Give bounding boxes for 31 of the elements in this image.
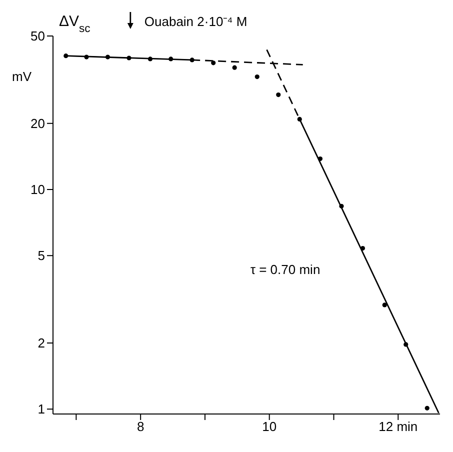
x-tick-label: 8 (136, 419, 144, 434)
point (84, 54, 89, 60)
y-axis-title: ΔV$_{sc}$ (59, 13, 91, 35)
y-tick-label: 1 (38, 402, 45, 417)
point (126, 56, 132, 60)
point (168, 56, 174, 62)
point (254, 74, 260, 80)
point (360, 246, 366, 251)
point (276, 92, 281, 98)
x-tick-label: 10 (262, 419, 277, 434)
text: Ouabain 2·10⁻⁴ M (144, 14, 248, 29)
point (190, 58, 194, 62)
point (297, 116, 302, 122)
annotation: τ = 0.70 min (250, 262, 320, 278)
y-tick-label: 2 (38, 336, 45, 351)
point (232, 65, 237, 70)
point (211, 60, 216, 66)
point (339, 204, 344, 208)
point (404, 342, 408, 347)
point (105, 54, 110, 60)
y-tick-label: 50 (30, 28, 45, 44)
point (424, 406, 430, 410)
y-tick-label: 5 (38, 248, 45, 264)
point (382, 302, 387, 308)
text: mV (12, 69, 32, 84)
x-tick-label: 12 min (378, 419, 418, 434)
y-tick-label: 10 (30, 182, 45, 198)
point (148, 56, 153, 62)
point (64, 54, 68, 58)
y-tick-label: 20 (30, 116, 45, 132)
point (318, 156, 323, 162)
